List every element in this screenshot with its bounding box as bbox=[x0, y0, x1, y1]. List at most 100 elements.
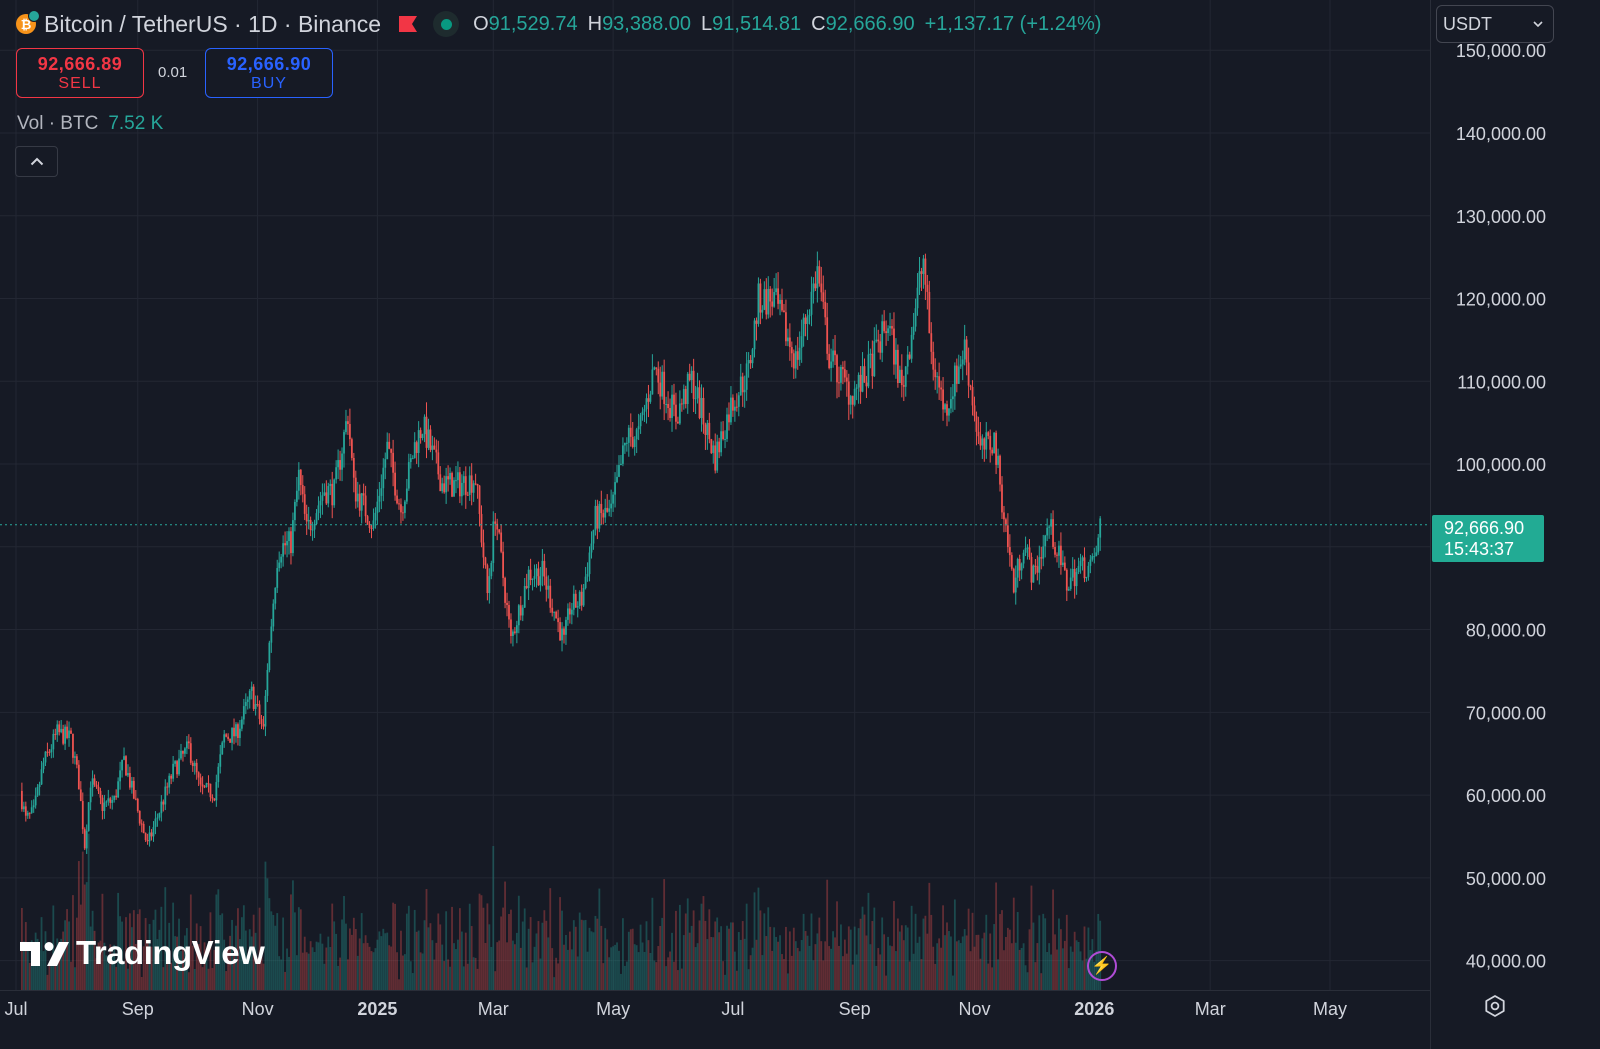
candle-body bbox=[70, 730, 72, 734]
volume-bar bbox=[633, 944, 636, 990]
volume-bar bbox=[303, 936, 306, 990]
symbol-title[interactable]: Bitcoin / TetherUS · 1D · Binance bbox=[44, 10, 382, 37]
volume-bar bbox=[209, 912, 212, 990]
volume-bar bbox=[305, 952, 308, 990]
candle-body bbox=[50, 749, 53, 753]
market-open-icon[interactable] bbox=[433, 11, 460, 37]
volume-bar bbox=[732, 922, 734, 990]
candle-body bbox=[240, 719, 243, 729]
candle-body bbox=[79, 789, 82, 802]
volume-bar bbox=[484, 942, 487, 990]
volume-bar bbox=[851, 964, 854, 990]
candle-body bbox=[572, 593, 575, 610]
candle-body bbox=[588, 552, 591, 575]
volume-bar bbox=[531, 962, 534, 990]
candle-body bbox=[814, 283, 817, 289]
volume-bar bbox=[136, 914, 139, 990]
volume-bar bbox=[386, 932, 389, 990]
candle-body bbox=[366, 516, 369, 525]
lightning-icon[interactable]: ⚡ bbox=[1087, 951, 1117, 981]
candle-body bbox=[376, 501, 379, 513]
candle-body bbox=[989, 435, 992, 450]
volume-bar bbox=[796, 947, 799, 990]
volume-bar bbox=[572, 920, 575, 990]
volume-bar bbox=[904, 925, 907, 990]
candle-body bbox=[1032, 565, 1035, 583]
candle-body bbox=[297, 469, 300, 491]
gear-icon[interactable] bbox=[1484, 995, 1506, 1017]
volume-bar bbox=[130, 927, 133, 990]
volume-bar bbox=[627, 931, 630, 990]
time-axis-border bbox=[0, 990, 1430, 991]
candle-body bbox=[24, 806, 27, 816]
tradingview-logo[interactable]: TradingView bbox=[20, 934, 265, 972]
volume-bar bbox=[327, 936, 330, 990]
sell-button[interactable]: 92,666.89 SELL bbox=[16, 48, 144, 98]
time-tick-label: Nov bbox=[958, 999, 990, 1019]
candle-body bbox=[468, 475, 471, 496]
candle-body bbox=[767, 288, 770, 315]
candle-body bbox=[981, 438, 984, 446]
candle-body bbox=[602, 513, 605, 518]
volume-bar bbox=[62, 931, 65, 990]
volume-bar bbox=[1036, 943, 1039, 990]
candle-body bbox=[775, 288, 778, 293]
volume-bar bbox=[174, 936, 176, 990]
candle-body bbox=[237, 724, 239, 738]
collapse-button[interactable] bbox=[15, 146, 58, 177]
volume-bar bbox=[445, 911, 448, 990]
candle-body bbox=[883, 321, 886, 332]
candle-body bbox=[1065, 569, 1068, 591]
candle-body bbox=[315, 513, 318, 524]
volume-bar bbox=[372, 952, 375, 990]
candle-body bbox=[1042, 546, 1045, 559]
candle-body bbox=[622, 445, 624, 464]
candle-body bbox=[449, 473, 451, 480]
volume-bar bbox=[661, 917, 664, 990]
candle-body bbox=[40, 769, 43, 785]
candle-body bbox=[54, 733, 57, 735]
volume-bar bbox=[482, 907, 485, 990]
volume-bar bbox=[233, 954, 235, 990]
volume-bar bbox=[563, 944, 565, 990]
volume-bar bbox=[28, 962, 31, 990]
volume-bar bbox=[608, 957, 611, 990]
candle-body bbox=[327, 486, 330, 504]
volume-bar bbox=[407, 905, 410, 990]
candle-body bbox=[975, 416, 978, 432]
candle-body bbox=[1067, 588, 1070, 591]
candle-body bbox=[490, 562, 493, 577]
buy-button[interactable]: 92,666.90 BUY bbox=[205, 48, 333, 98]
candle-body bbox=[551, 607, 554, 613]
order-quantity[interactable]: 0.01 bbox=[158, 64, 188, 81]
flag-icon[interactable] bbox=[399, 16, 418, 32]
volume-bars bbox=[20, 833, 1102, 990]
candle-body bbox=[1048, 526, 1051, 528]
candle-body bbox=[227, 736, 230, 739]
volume-bar bbox=[706, 939, 709, 990]
volume-bar bbox=[765, 936, 768, 990]
volume-bar bbox=[551, 948, 554, 990]
volume-bar bbox=[323, 963, 326, 990]
volume-bar bbox=[816, 933, 819, 990]
candle-body bbox=[677, 421, 679, 424]
currency-select[interactable]: USDT bbox=[1436, 5, 1554, 43]
candle-body bbox=[335, 467, 338, 480]
volume-bar bbox=[853, 926, 856, 990]
volume-bar bbox=[221, 913, 224, 990]
volume-bar bbox=[926, 933, 929, 990]
candle-body bbox=[753, 320, 756, 350]
candle-body bbox=[567, 608, 569, 620]
candle-body bbox=[350, 439, 353, 458]
volume-bar bbox=[822, 960, 825, 990]
volume-bar bbox=[494, 971, 497, 990]
volume-bar bbox=[156, 939, 159, 990]
volume-legend[interactable]: Vol · BTC 7.52 K bbox=[17, 113, 163, 135]
candle-body bbox=[995, 432, 997, 465]
volume-bar bbox=[771, 950, 774, 990]
candle-body bbox=[561, 628, 563, 641]
volume-bar bbox=[981, 938, 984, 990]
candle-body bbox=[30, 807, 33, 813]
volume-bar bbox=[916, 942, 919, 990]
